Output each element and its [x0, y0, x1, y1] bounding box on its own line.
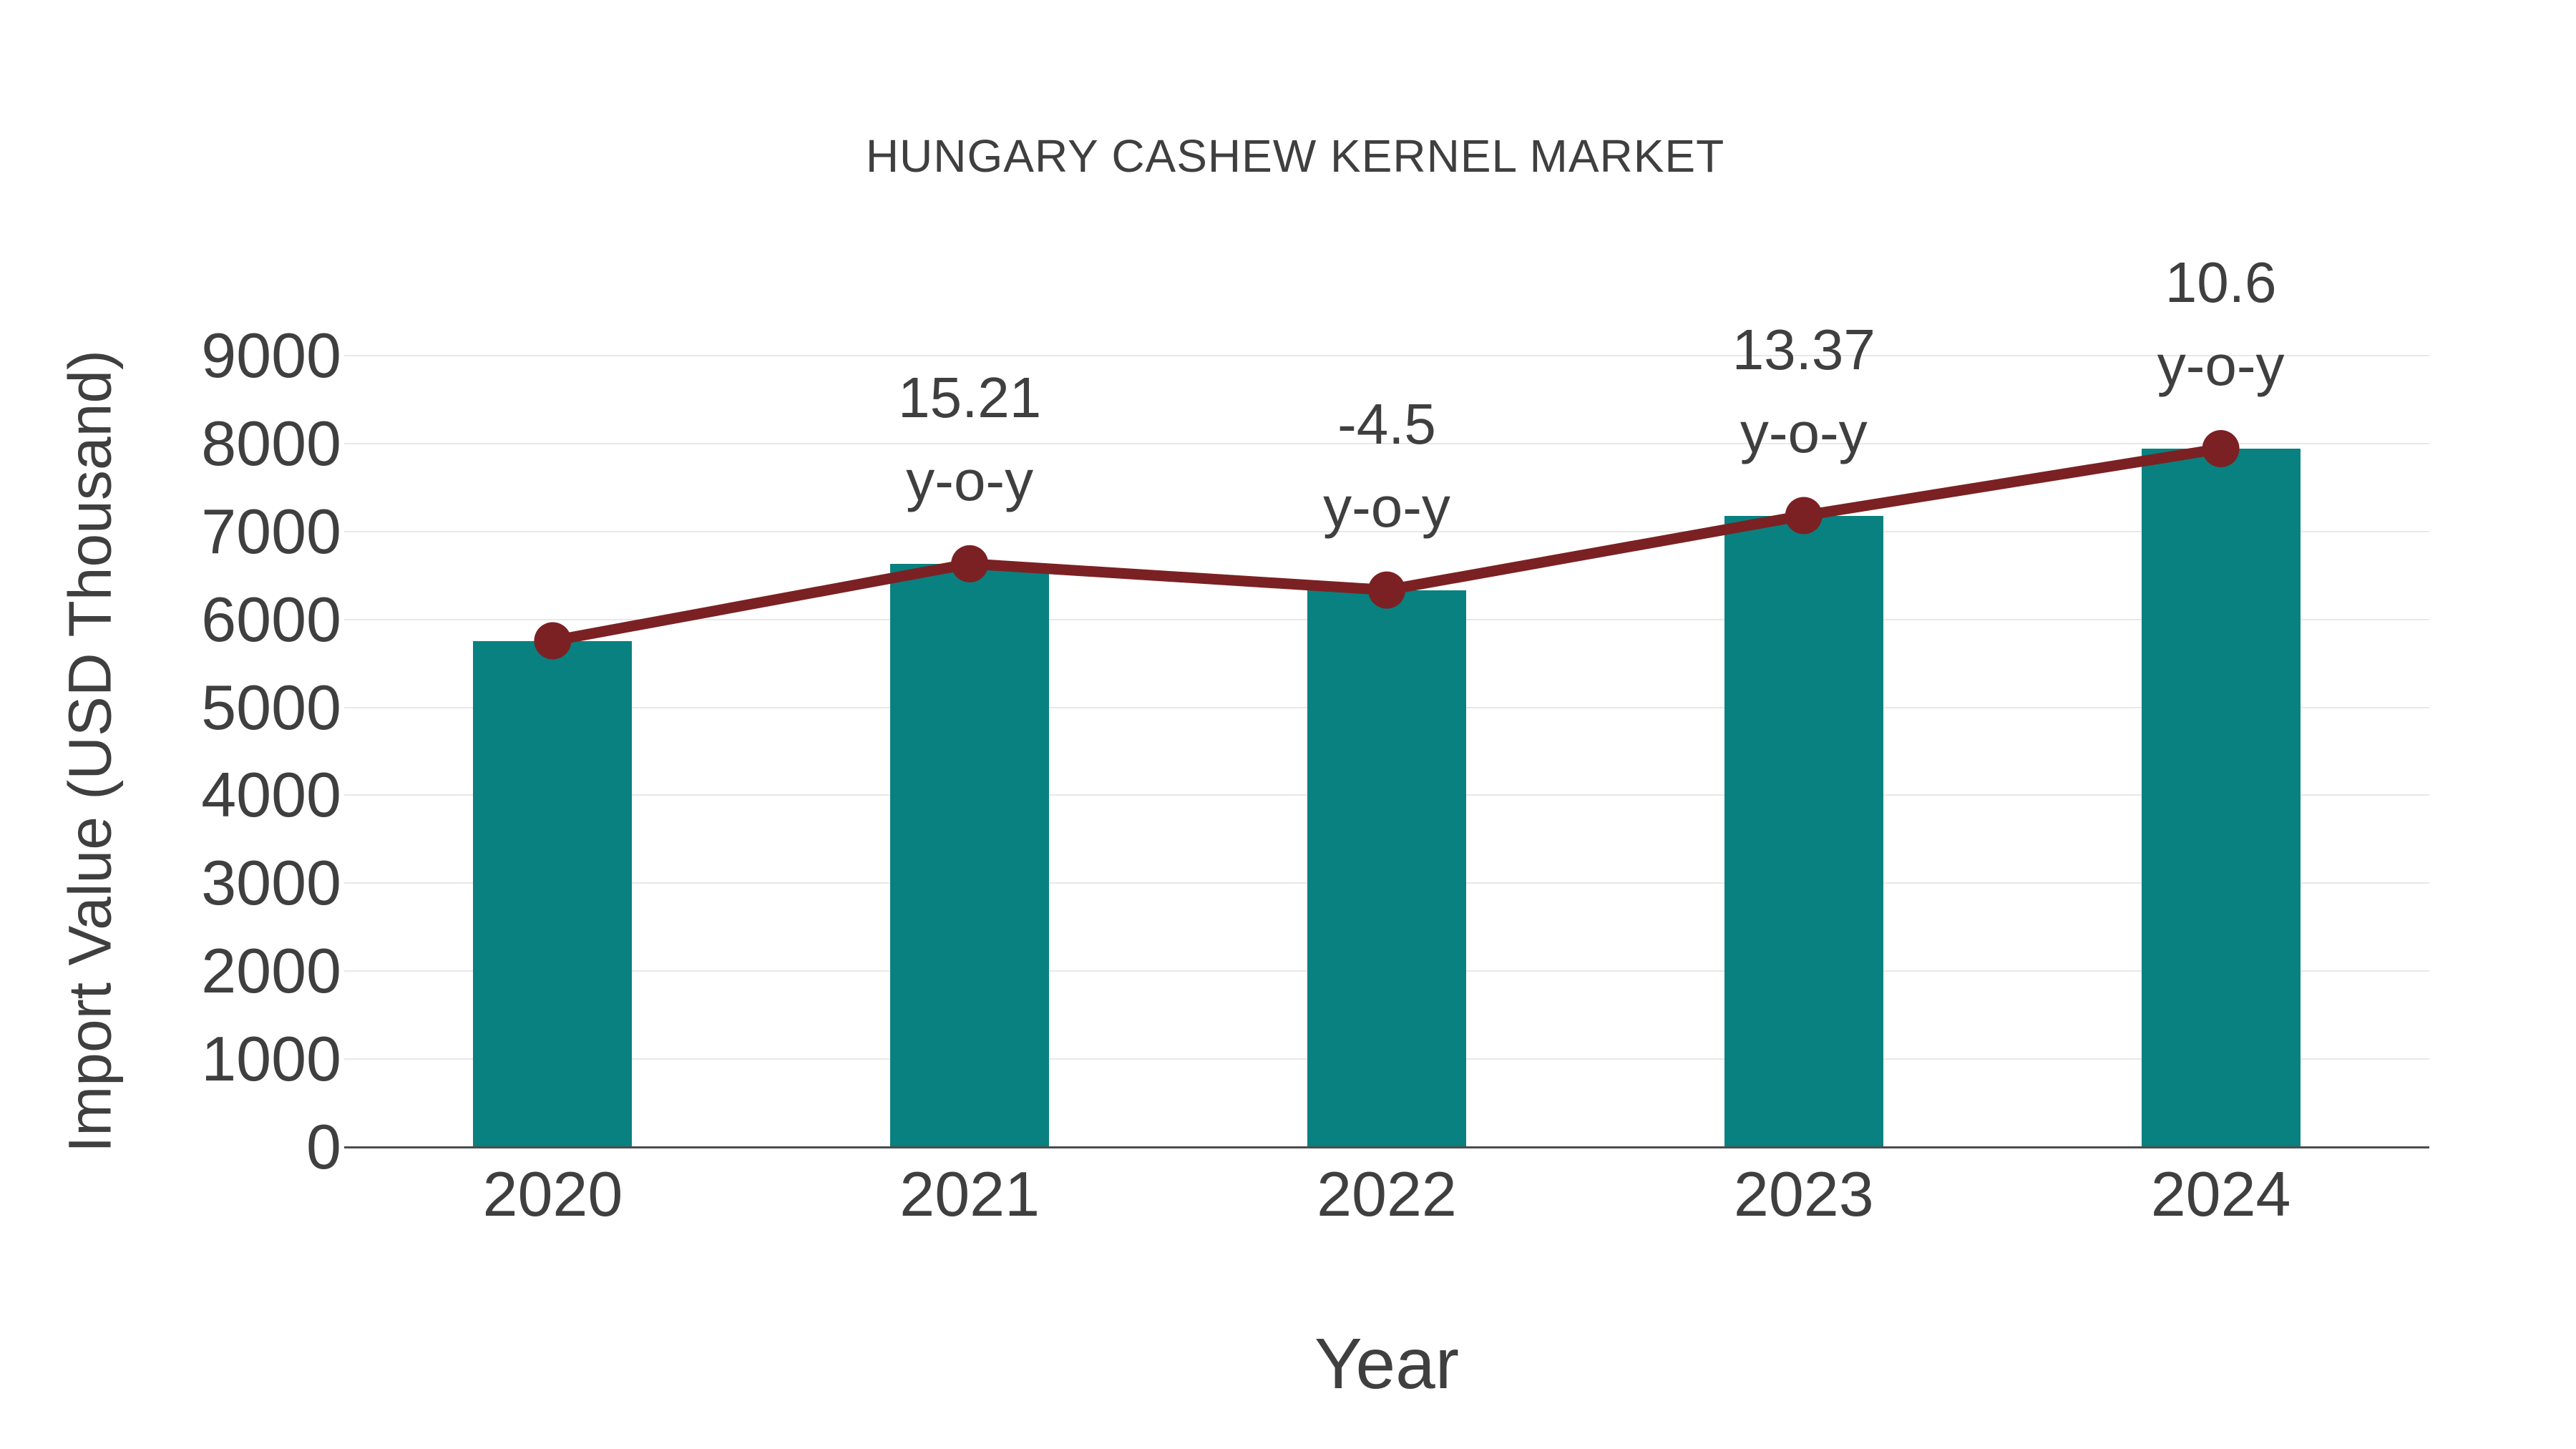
- marker-2024: [2202, 430, 2240, 468]
- x-axis-title: Year: [1314, 1324, 1460, 1404]
- y-tick-9000: 9000: [201, 320, 341, 391]
- annotation-value-2021: 15.21: [898, 365, 1042, 429]
- bar-2020: [473, 640, 633, 1148]
- chart-title: HUNGARY CASHEW KERNEL MARKET: [865, 130, 1725, 182]
- bar-2021: [890, 563, 1050, 1148]
- y-tick-6000: 6000: [201, 583, 341, 655]
- x-tick-2024: 2024: [2150, 1158, 2291, 1229]
- x-tick-2020: 2020: [482, 1158, 623, 1229]
- y-tick-0: 0: [306, 1111, 341, 1182]
- annotation-sub-2022: y-o-y: [1323, 474, 1450, 539]
- y-tick-2000: 2000: [201, 935, 341, 1007]
- marker-2023: [1785, 497, 1823, 535]
- x-tick-2022: 2022: [1317, 1158, 1457, 1229]
- annotation-value-2024: 10.6: [2165, 250, 2277, 315]
- x-tick-2023: 2023: [1733, 1158, 1874, 1229]
- y-tick-1000: 1000: [201, 1023, 341, 1095]
- gridline-9000: [344, 355, 2429, 356]
- y-tick-3000: 3000: [201, 847, 341, 919]
- y-tick-5000: 5000: [201, 671, 341, 743]
- gridline-7000: [344, 530, 2429, 532]
- marker-2021: [951, 545, 989, 582]
- y-tick-7000: 7000: [201, 495, 341, 567]
- annotation-value-2022: -4.5: [1337, 391, 1436, 456]
- marker-2020: [534, 622, 572, 660]
- y-tick-8000: 8000: [201, 407, 341, 479]
- y-tick-4000: 4000: [201, 759, 341, 831]
- marker-2022: [1368, 571, 1405, 609]
- bar-2023: [1724, 515, 1883, 1148]
- bar-2024: [2141, 449, 2301, 1148]
- annotation-sub-2023: y-o-y: [1740, 400, 1868, 464]
- x-axis-line: [344, 1146, 2429, 1148]
- annotation-value-2023: 13.37: [1732, 317, 1875, 381]
- gridline-8000: [344, 442, 2429, 444]
- annotation-sub-2021: y-o-y: [906, 448, 1034, 512]
- bar-2022: [1307, 590, 1466, 1148]
- annotation-sub-2024: y-o-y: [2157, 333, 2285, 398]
- x-tick-2021: 2021: [899, 1158, 1040, 1229]
